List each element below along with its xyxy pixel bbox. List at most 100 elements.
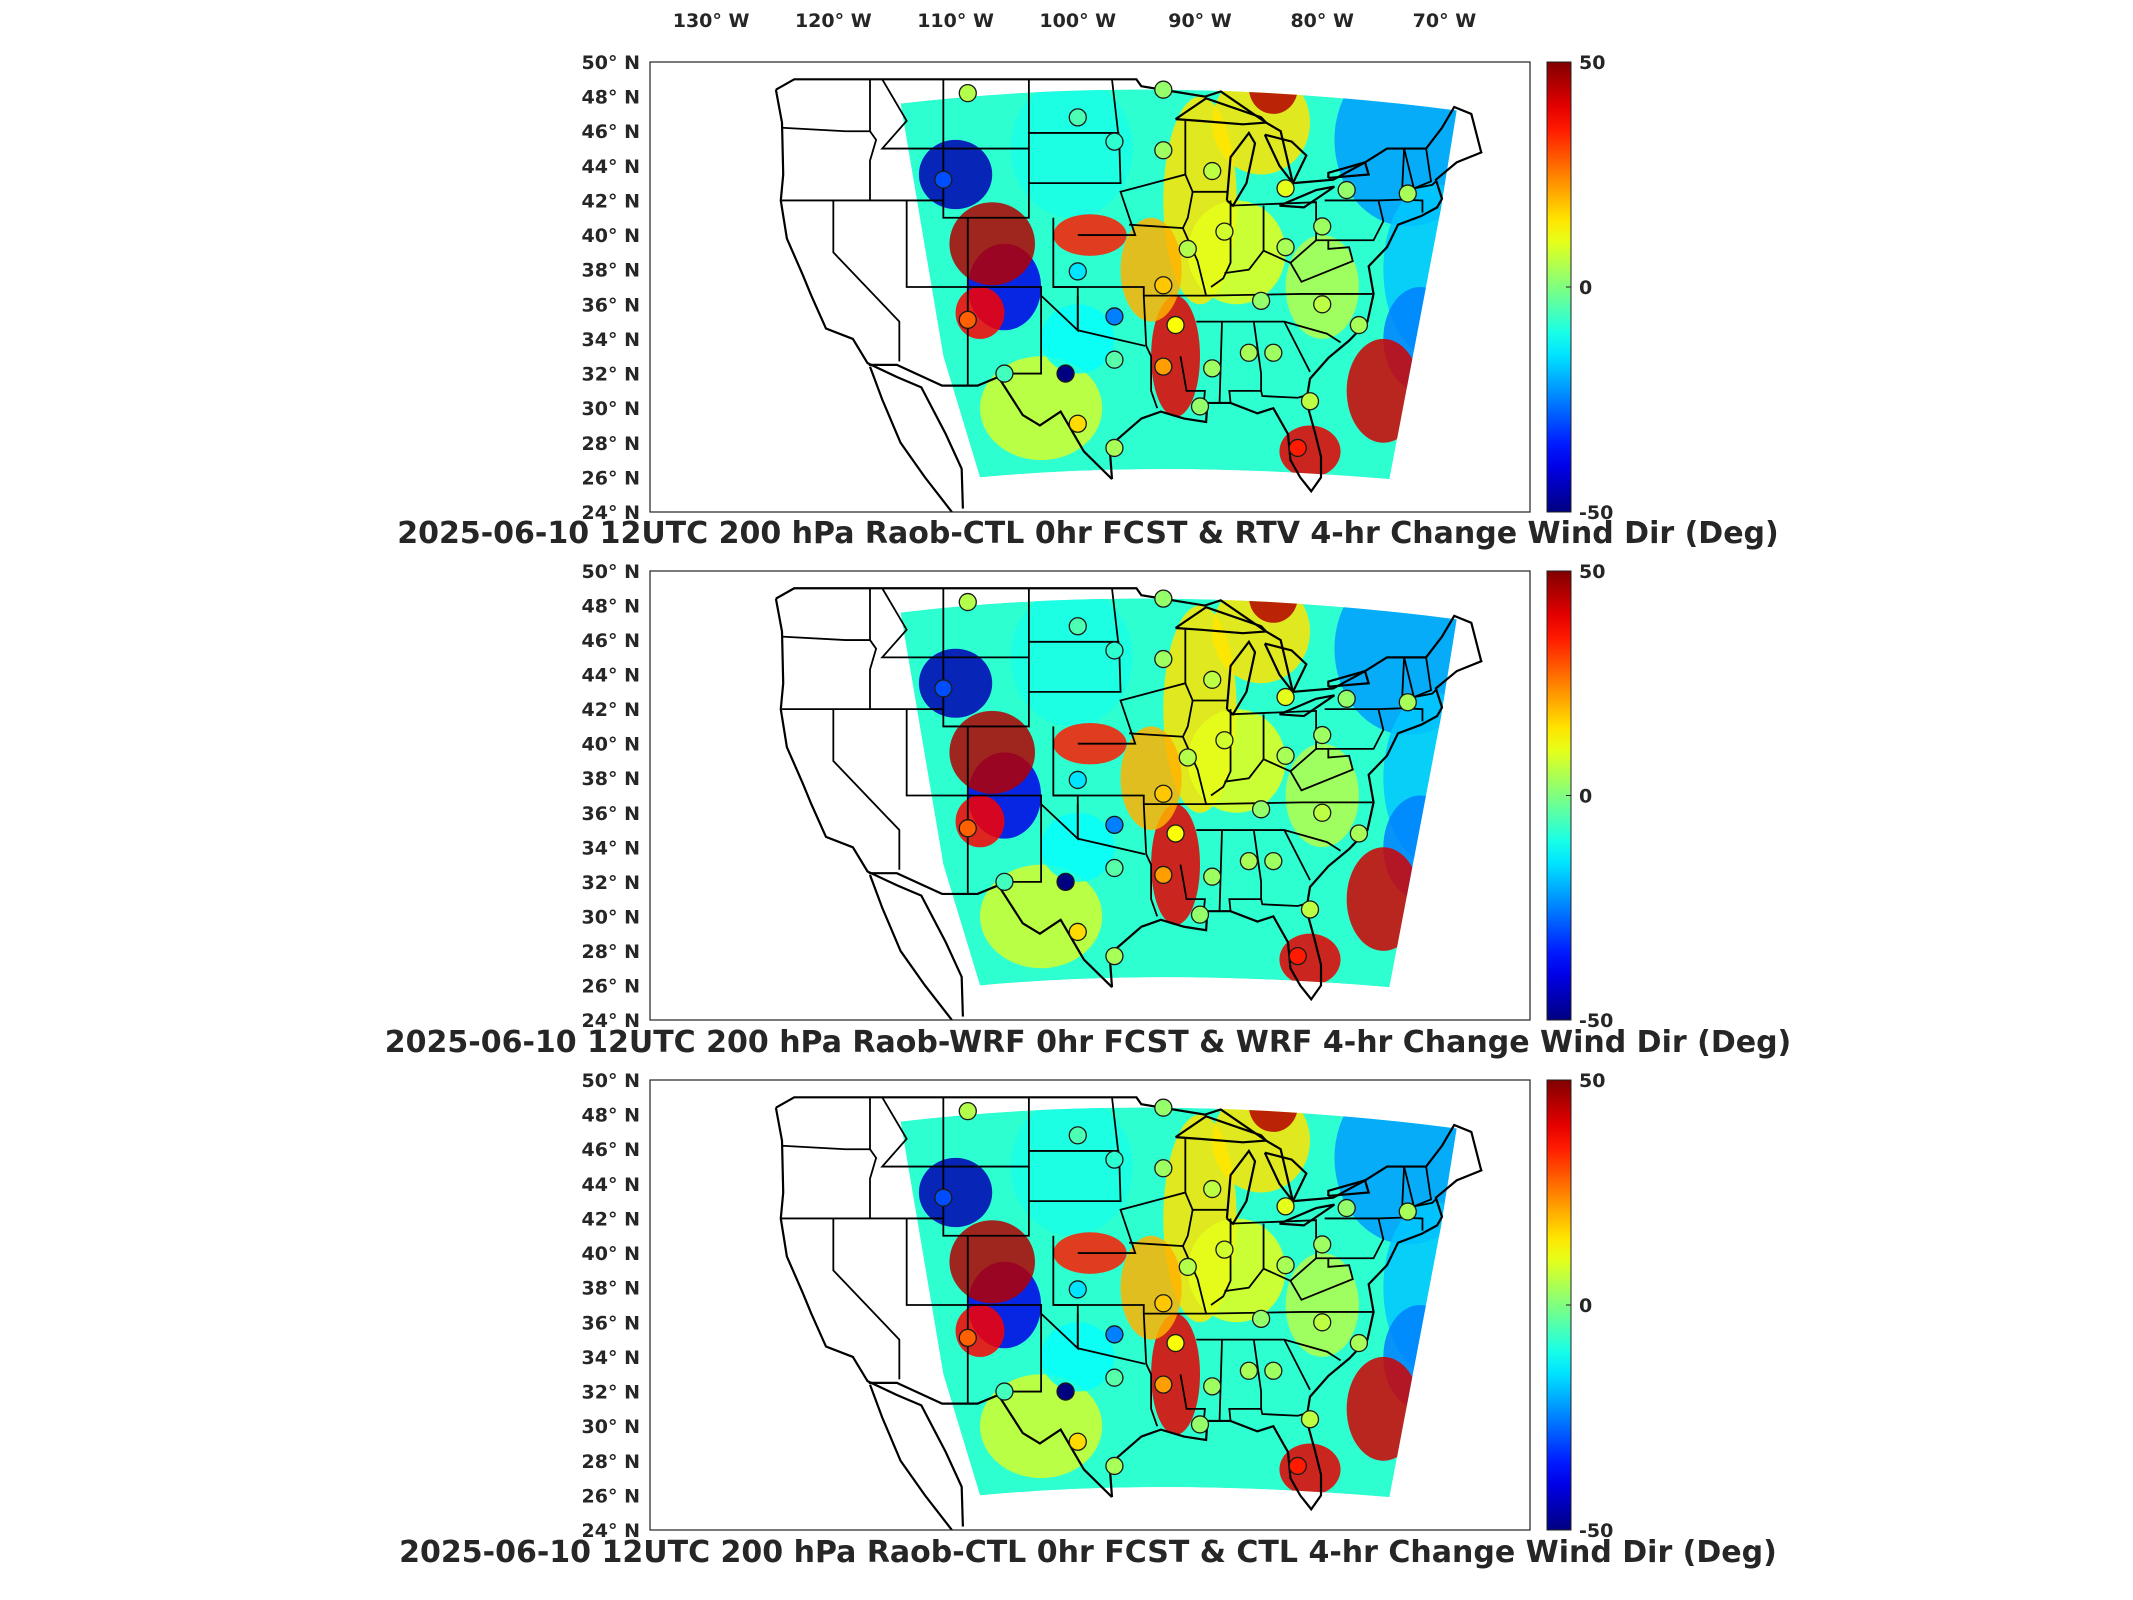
raob-station-marker: [1154, 1375, 1173, 1394]
raob-station-marker: [1264, 343, 1283, 362]
raob-station-marker: [1276, 238, 1295, 257]
raob-station-marker: [1313, 295, 1332, 314]
lat-tick-label: 24° N: [582, 1520, 640, 1542]
state-border: [1076, 1313, 1146, 1365]
raob-station-marker: [1105, 132, 1124, 151]
chart-title: 2025-06-10 12UTC 200 hPa Raob-CTL 0hr FC…: [397, 516, 1779, 551]
state-border: [832, 1218, 901, 1380]
field-feature: [918, 1157, 993, 1228]
raob-station-marker: [1105, 1456, 1124, 1476]
raob-station-marker: [1166, 315, 1185, 335]
raob-station-marker: [995, 872, 1014, 891]
state-border: [1206, 801, 1373, 806]
panels: 50° N 48° N 46° N 44° N 42° N 40° N 38° N 36° N…: [385, 52, 1792, 1570]
state-border: [1224, 714, 1265, 783]
great-lake: [1279, 694, 1336, 718]
state-border: [781, 635, 870, 641]
lat-tick-label: 34° N: [582, 329, 640, 351]
state-border: [1076, 295, 1146, 347]
state-border: [966, 1235, 1043, 1393]
raob-station-marker: [1398, 184, 1417, 203]
field-feature: [1041, 1322, 1115, 1392]
lat-tick-label: 36° N: [582, 1312, 640, 1334]
great-lake: [1327, 1179, 1371, 1198]
lat-tick-label: 42° N: [582, 699, 640, 721]
state-border: [1182, 191, 1194, 229]
raob-station-marker: [1203, 670, 1222, 689]
raob-station-marker: [1215, 222, 1234, 241]
east-coastline: [1108, 659, 1483, 1002]
state-border: [1413, 180, 1437, 190]
lat-tick-label: 30° N: [582, 398, 640, 420]
raob-station-marker: [1154, 1159, 1173, 1178]
lat-tick-label: 50° N: [582, 1070, 640, 1092]
field-feature: [1151, 1313, 1200, 1435]
lat-tick-label: 36° N: [582, 803, 640, 825]
raob-station-marker: [1300, 900, 1320, 919]
lon-tick-label: 100° W: [1039, 10, 1116, 32]
west-coastline: [774, 89, 964, 509]
raob-station-marker: [1154, 784, 1173, 803]
southern-border: [868, 363, 1113, 480]
raob-station-marker: [1349, 1333, 1369, 1353]
state-border: [1289, 748, 1354, 792]
raob-station-marker: [1288, 438, 1307, 458]
field-feature: [1151, 295, 1200, 417]
state-border: [1179, 1374, 1206, 1423]
field-feature: [1248, 598, 1298, 623]
map-frame: [649, 570, 1531, 1021]
raob-station-marker: [1190, 905, 1210, 924]
field-feature: [1120, 726, 1182, 831]
raob-station-marker: [1313, 803, 1332, 822]
colorbar-tick-label: 0: [1579, 786, 1592, 808]
raob-station-marker: [1276, 1256, 1295, 1275]
baja-coast: [868, 1384, 953, 1530]
raob-station-marker: [934, 1188, 953, 1207]
latitude-tick-labels: 50° N 48° N 46° N 44° N 42° N 40° N 38° N 36° N…: [582, 561, 640, 1032]
field-feature: [1120, 1235, 1182, 1340]
great-lake: [1174, 1115, 1269, 1144]
state-border: [966, 726, 1043, 883]
raob-station-marker: [958, 84, 977, 103]
map-borders: [774, 1096, 1483, 1530]
lat-tick-label: 38° N: [582, 1278, 640, 1300]
baja-coast: [868, 874, 953, 1020]
raob-station-marker: [1068, 1126, 1087, 1145]
map-frame: [649, 61, 1531, 513]
colorbar: 50 0 -50: [1546, 1070, 1613, 1542]
raob-station-marker: [1154, 649, 1173, 669]
state-border: [1289, 240, 1354, 283]
raob-station-marker: [958, 819, 977, 838]
raob-station-marker: [1300, 1410, 1320, 1429]
raob-station-marker: [1068, 1280, 1087, 1299]
raob-station-marker: [1068, 414, 1087, 433]
state-border: [880, 587, 944, 659]
state-border: [1289, 1258, 1354, 1301]
lat-tick-label: 28° N: [582, 433, 640, 455]
latitude-tick-labels: 50° N 48° N 46° N 44° N 42° N 40° N 38° N 36° N…: [582, 1070, 640, 1542]
great-lake: [1279, 1203, 1336, 1227]
wind-field: [900, 1107, 1457, 1498]
raob-station-marker: [1056, 872, 1075, 891]
lat-tick-label: 24° N: [582, 502, 640, 524]
southern-border: [868, 872, 1113, 988]
raob-station-marker: [1300, 392, 1320, 411]
field-feature: [1151, 804, 1200, 926]
lon-tick-label: 110° W: [917, 10, 994, 32]
state-border: [1028, 1097, 1122, 1203]
field-feature: [1279, 1443, 1341, 1496]
field-feature: [949, 710, 1035, 794]
lat-tick-label: 26° N: [582, 1485, 640, 1507]
state-border: [1028, 588, 1122, 693]
lat-tick-label: 24° N: [582, 1010, 640, 1032]
field-feature: [949, 1220, 1035, 1304]
lat-tick-label: 48° N: [582, 87, 640, 109]
raob-station-marker: [1203, 1377, 1222, 1396]
raob-station-marker: [1105, 1150, 1124, 1169]
lat-tick-label: 26° N: [582, 467, 640, 489]
raob-station-marker: [1178, 239, 1197, 259]
lat-tick-label: 34° N: [582, 837, 640, 859]
raob-station-marker: [1239, 343, 1259, 362]
colorbar-tick-label: -50: [1579, 502, 1613, 524]
raob-station-marker: [1068, 1432, 1087, 1451]
